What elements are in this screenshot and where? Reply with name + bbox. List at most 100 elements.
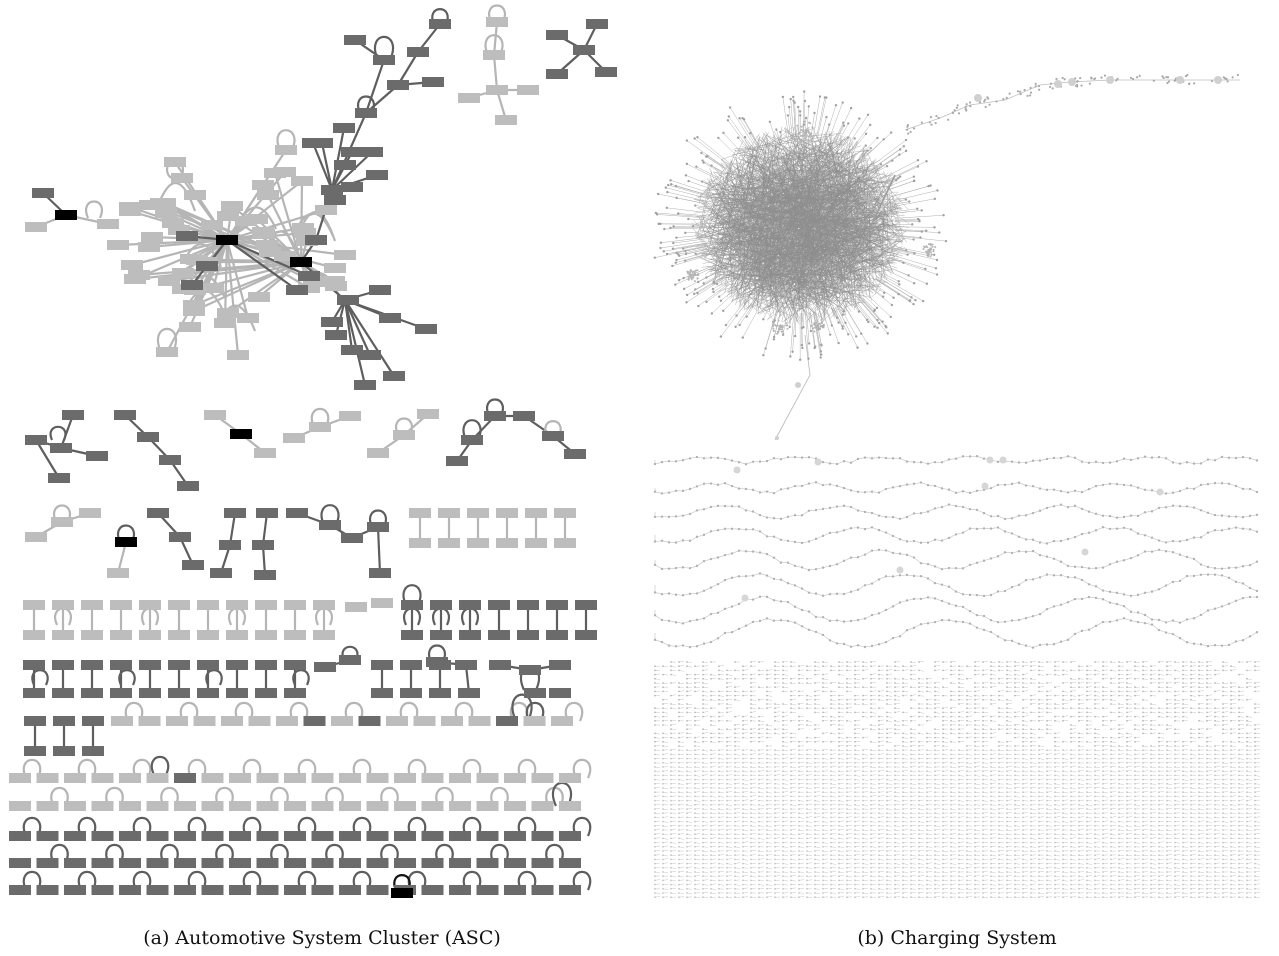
graph-edge — [777, 264, 865, 300]
graph-edge — [732, 139, 761, 255]
graph-edge — [787, 582, 796, 586]
self-loop-edge — [297, 758, 317, 779]
graph-edge — [1158, 585, 1167, 590]
graph-edge — [672, 242, 708, 249]
graph-edge — [225, 239, 250, 319]
graph-edge — [1172, 490, 1181, 494]
graph-edge — [833, 307, 843, 327]
self-loop-edge — [242, 758, 262, 779]
self-loop-edge — [369, 509, 387, 528]
graph-edge — [131, 238, 228, 267]
graph-node — [82, 716, 104, 726]
graph-edge — [748, 153, 786, 172]
graph-edge — [739, 118, 758, 147]
self-loop-edge — [344, 701, 364, 722]
graph-edge — [927, 539, 936, 543]
graph-edge — [820, 117, 827, 140]
graph-edge — [686, 140, 728, 170]
graph-edge — [815, 201, 876, 240]
graph-node — [573, 45, 595, 55]
graph-node — [107, 240, 129, 250]
graph-edge — [878, 274, 924, 302]
graph-edge — [1200, 459, 1209, 464]
graph-edge — [845, 114, 869, 149]
graph-edge — [708, 191, 829, 229]
graph-edge — [997, 527, 1006, 532]
graph-edge — [1179, 554, 1188, 558]
graph-edge — [711, 135, 767, 285]
graph-edge — [717, 230, 860, 287]
graph-edge — [874, 150, 907, 172]
graph-edge — [837, 256, 895, 279]
graph-edge — [1095, 586, 1104, 591]
graph-edge — [976, 509, 985, 514]
graph-edge — [1032, 613, 1041, 617]
graph-edge — [705, 183, 788, 233]
graph-edge — [1151, 507, 1160, 512]
self-loop-edge — [325, 843, 344, 864]
graph-edge — [1172, 551, 1181, 556]
graph-edge — [1088, 530, 1097, 534]
graph-edge — [871, 214, 885, 257]
graph-edge — [899, 629, 908, 637]
graph-edge — [864, 614, 873, 619]
graph-node — [182, 560, 204, 570]
graph-edge — [713, 282, 729, 293]
graph-edge — [862, 132, 892, 160]
graph-node — [174, 831, 196, 841]
graph-node — [255, 630, 277, 640]
graph-edge — [894, 229, 927, 231]
graph-edge — [1165, 581, 1174, 586]
graph-edge — [343, 299, 372, 356]
graph-edge — [768, 274, 820, 308]
graph-node — [201, 831, 224, 841]
graph-edge — [766, 553, 775, 558]
graph-edge — [774, 310, 779, 321]
self-loop-edge — [187, 758, 207, 779]
graph-edge — [1151, 537, 1160, 541]
graph-node — [324, 195, 346, 205]
graph-edge — [193, 260, 302, 313]
graph-node — [311, 801, 334, 811]
graph-node — [371, 688, 393, 698]
graph-edge — [822, 634, 831, 641]
graph-node — [252, 227, 274, 237]
graph-edge — [759, 531, 768, 537]
graph-edge — [758, 213, 900, 234]
graph-edge — [1221, 575, 1230, 579]
graph-edge — [1151, 549, 1160, 552]
graph-node — [82, 746, 104, 756]
graph-edge — [941, 537, 950, 541]
graph-edge — [708, 149, 736, 229]
graph-edge — [1060, 504, 1069, 508]
self-loop-edge — [117, 524, 135, 543]
graph-edge — [1228, 483, 1237, 487]
graph-edge — [757, 238, 811, 266]
graph-node — [91, 885, 114, 895]
graph-edge — [829, 640, 838, 644]
graph-node — [9, 773, 31, 783]
graph-edge — [814, 238, 901, 291]
graph-edge — [815, 198, 905, 204]
graph-edge — [696, 232, 770, 253]
graph-edge — [849, 174, 896, 271]
graph-edge — [746, 262, 843, 295]
graph-node — [400, 688, 422, 698]
graph-edge — [948, 534, 957, 539]
self-loop-edge — [435, 843, 454, 864]
graph-edge — [757, 306, 770, 312]
graph-node — [504, 885, 526, 895]
graph-edge — [757, 153, 856, 280]
graph-edge — [742, 304, 761, 338]
graph-edge — [719, 185, 734, 220]
graph-node — [283, 433, 305, 443]
graph-edge — [745, 138, 824, 159]
graph-edge — [1165, 458, 1174, 463]
graph-edge — [1032, 510, 1041, 514]
graph-edge — [712, 205, 826, 242]
graph-node — [97, 219, 119, 229]
graph-edge — [990, 556, 999, 559]
graph-edge — [795, 138, 849, 247]
graph-edge — [724, 553, 733, 556]
graph-edge — [920, 575, 929, 579]
